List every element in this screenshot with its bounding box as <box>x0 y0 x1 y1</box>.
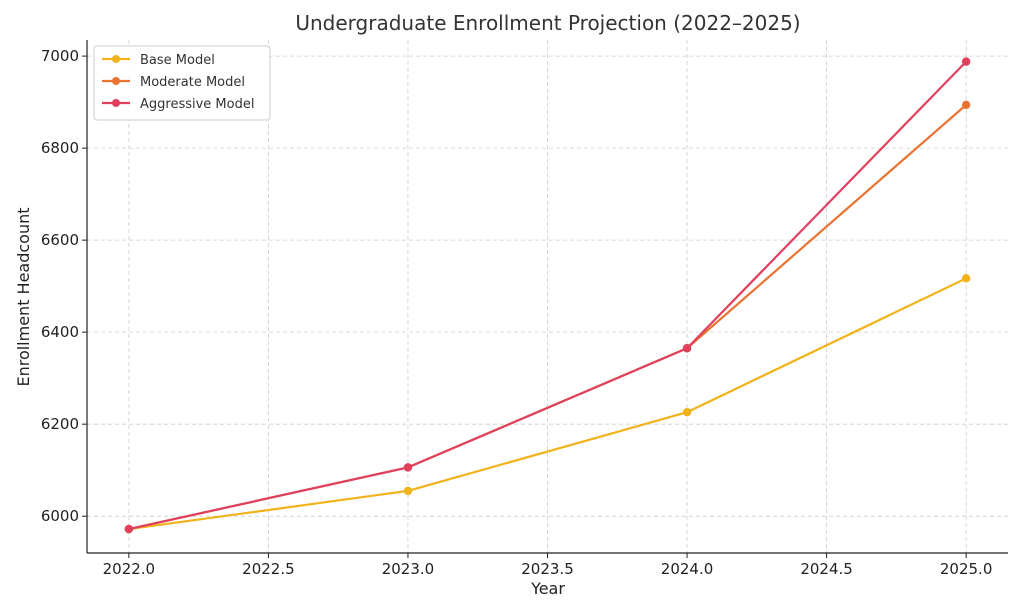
x-tick-label: 2025.0 <box>940 560 993 578</box>
data-point <box>403 486 413 496</box>
legend: Base Model Moderate Model Aggressive Model <box>93 45 271 121</box>
x-tick-label: 2022.0 <box>103 560 156 578</box>
x-tick-label: 2023.5 <box>521 560 574 578</box>
legend-item: Moderate Model <box>102 75 245 90</box>
data-point <box>682 344 692 353</box>
x-tick-label: 2024.5 <box>800 560 853 578</box>
series-2 <box>124 57 971 534</box>
legend-label: Base Model <box>140 53 215 68</box>
legend-box <box>93 45 271 121</box>
series-line <box>128 60 967 531</box>
axes <box>82 40 1008 558</box>
x-tick-label: 2022.5 <box>242 560 295 578</box>
data-series <box>124 57 971 534</box>
legend-item: Aggressive Model <box>102 97 254 112</box>
y-tick-label: 6400 <box>41 323 79 341</box>
legend-marker <box>112 99 120 107</box>
legend-marker <box>112 55 120 63</box>
y-tick-label: 7000 <box>41 47 79 65</box>
x-tick-label: 2023.0 <box>382 560 435 578</box>
tick-labels: 2022.0 2022.5 2023.0 2023.5 2024.0 2024.5 2025… <box>41 47 993 578</box>
chart-title: Undergraduate Enrollment Projection (202… <box>295 11 800 35</box>
x-axis-label: Year <box>530 579 565 598</box>
data-point <box>961 100 971 110</box>
y-tick-label: 6000 <box>41 507 79 525</box>
x-tick-label: 2024.0 <box>661 560 714 578</box>
legend-label: Aggressive Model <box>140 97 254 112</box>
data-point <box>403 463 413 472</box>
legend-item: Base Model <box>102 53 215 68</box>
series-line <box>128 277 967 531</box>
data-point <box>961 274 971 283</box>
y-tick-label: 6800 <box>41 139 79 157</box>
series-0 <box>124 274 971 534</box>
y-axis-label: Enrollment Headcount <box>14 207 33 386</box>
y-tick-label: 6600 <box>41 231 79 249</box>
data-point <box>124 524 134 534</box>
data-point <box>961 57 971 66</box>
legend-marker <box>112 77 120 85</box>
data-point <box>682 408 692 417</box>
legend-label: Moderate Model <box>140 75 245 90</box>
y-tick-label: 6200 <box>41 415 79 433</box>
